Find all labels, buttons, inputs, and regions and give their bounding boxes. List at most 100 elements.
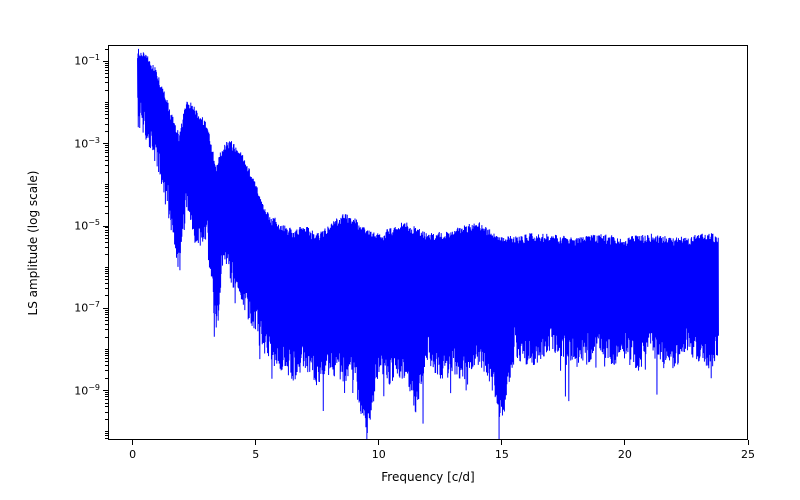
y-minor-tick: [105, 392, 108, 393]
y-minor-tick: [105, 77, 108, 78]
y-minor-tick: [105, 273, 108, 274]
y-minor-tick: [105, 82, 108, 83]
series-line: [138, 49, 719, 440]
y-minor-tick: [105, 191, 108, 192]
y-minor-tick: [105, 412, 108, 413]
y-minor-tick: [105, 271, 108, 272]
y-minor-tick: [105, 320, 108, 321]
y-minor-tick: [105, 118, 108, 119]
x-tick-label: 25: [741, 448, 755, 461]
y-minor-tick: [105, 406, 108, 407]
y-tick: [103, 61, 108, 62]
y-minor-tick: [105, 361, 108, 362]
y-minor-tick: [105, 433, 108, 434]
y-minor-tick: [105, 394, 108, 395]
y-minor-tick: [105, 351, 108, 352]
y-minor-tick: [105, 106, 108, 107]
y-tick-label: 10−3: [74, 137, 100, 150]
y-tick-label: 10−5: [74, 220, 100, 233]
y-minor-tick: [105, 230, 108, 231]
y-minor-tick: [105, 276, 108, 277]
y-tick: [103, 308, 108, 309]
x-tick: [378, 440, 379, 445]
y-tick: [103, 226, 108, 227]
x-tick: [748, 440, 749, 445]
y-minor-tick: [105, 197, 108, 198]
y-minor-tick: [105, 145, 108, 146]
y-minor-tick: [105, 267, 108, 268]
y-minor-tick: [105, 378, 108, 379]
figure: Frequency [c/d] LS amplitude (log scale)…: [0, 0, 800, 500]
y-minor-tick: [105, 111, 108, 112]
y-minor-tick: [105, 102, 108, 103]
y-minor-tick: [105, 232, 108, 233]
y-axis-label: LS amplitude (log scale): [26, 170, 40, 315]
y-minor-tick: [105, 104, 108, 105]
y-minor-tick: [105, 403, 108, 404]
y-minor-tick: [105, 435, 108, 436]
y-minor-tick: [105, 131, 108, 132]
y-minor-tick: [105, 172, 108, 173]
y-minor-tick: [105, 358, 108, 359]
y-minor-tick: [105, 288, 108, 289]
y-minor-tick: [105, 279, 108, 280]
y-minor-tick: [105, 349, 108, 350]
x-tick: [624, 440, 625, 445]
x-tick-label: 15: [495, 448, 509, 461]
y-minor-tick: [105, 73, 108, 74]
y-minor-tick: [105, 65, 108, 66]
y-minor-tick: [105, 227, 108, 228]
y-minor-tick: [105, 184, 108, 185]
y-tick-label: 10−9: [74, 384, 100, 397]
y-minor-tick: [105, 314, 108, 315]
y-minor-tick: [105, 206, 108, 207]
y-tick: [103, 390, 108, 391]
y-minor-tick: [105, 114, 108, 115]
y-tick-label: 10−7: [74, 302, 100, 315]
y-minor-tick: [105, 419, 108, 420]
y-minor-tick: [105, 213, 108, 214]
x-tick-label: 20: [618, 448, 632, 461]
y-minor-tick: [105, 247, 108, 248]
y-minor-tick: [105, 49, 108, 50]
y-minor-tick: [105, 160, 108, 161]
y-minor-tick: [105, 108, 108, 109]
y-tick-label: 10−1: [74, 55, 100, 68]
y-minor-tick: [105, 269, 108, 270]
y-minor-tick: [105, 150, 108, 151]
y-minor-tick: [105, 399, 108, 400]
y-minor-tick: [105, 283, 108, 284]
y-minor-tick: [105, 188, 108, 189]
y-minor-tick: [105, 194, 108, 195]
y-minor-tick: [105, 317, 108, 318]
y-minor-tick: [105, 310, 108, 311]
x-tick: [255, 440, 256, 445]
y-minor-tick: [105, 396, 108, 397]
y-minor-tick: [105, 312, 108, 313]
y-minor-tick: [105, 124, 108, 125]
y-minor-tick: [105, 156, 108, 157]
y-minor-tick: [105, 337, 108, 338]
chart-axes: [108, 45, 748, 440]
y-minor-tick: [105, 147, 108, 148]
y-minor-tick: [105, 254, 108, 255]
y-minor-tick: [105, 201, 108, 202]
x-tick: [501, 440, 502, 445]
x-tick-label: 10: [372, 448, 386, 461]
x-tick: [132, 440, 133, 445]
y-minor-tick: [105, 370, 108, 371]
y-minor-tick: [105, 355, 108, 356]
y-minor-tick: [105, 365, 108, 366]
y-minor-tick: [105, 165, 108, 166]
y-minor-tick: [105, 152, 108, 153]
y-tick: [103, 143, 108, 144]
y-minor-tick: [105, 90, 108, 91]
y-minor-tick: [105, 67, 108, 68]
y-minor-tick: [105, 242, 108, 243]
x-tick-label: 5: [252, 448, 259, 461]
y-minor-tick: [105, 186, 108, 187]
y-minor-tick: [105, 235, 108, 236]
y-minor-tick: [105, 63, 108, 64]
y-minor-tick: [105, 353, 108, 354]
y-minor-tick: [105, 238, 108, 239]
